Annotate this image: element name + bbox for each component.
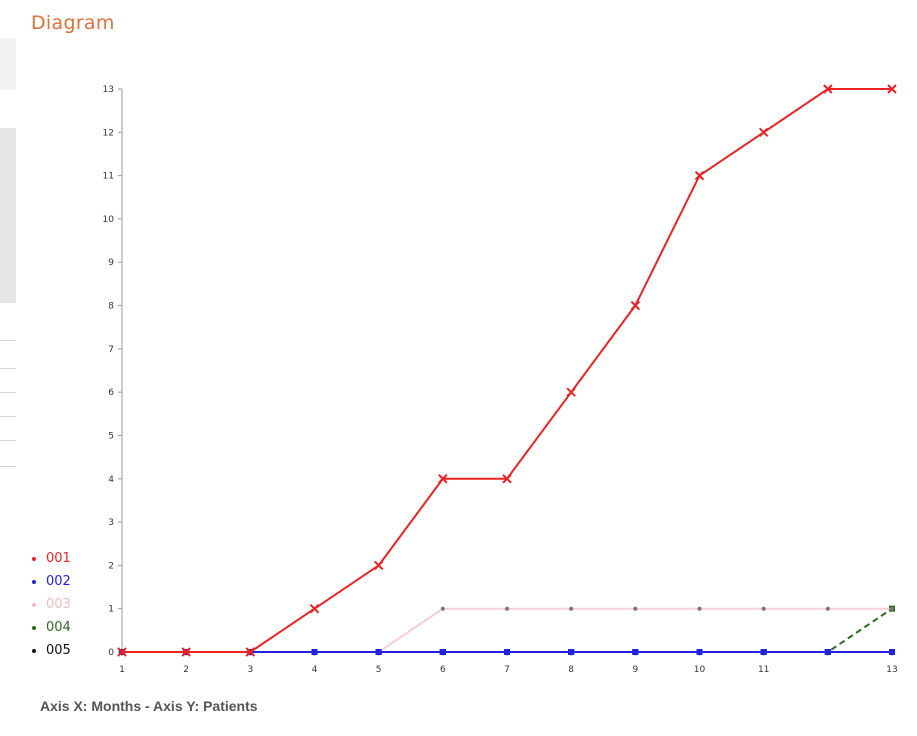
y-tick-label: 6 [108,388,114,398]
background-panel [0,38,16,90]
data-point-marker [824,649,831,655]
legend-item: 002 [30,570,71,593]
legend-label: 005 [46,643,71,658]
x-tick-label: 2 [183,665,189,675]
background-panel [0,128,16,303]
y-tick-label: 3 [108,518,114,528]
x-tick-label: 7 [504,665,510,675]
data-point-marker [696,649,703,655]
data-point-marker [632,649,639,655]
legend-dot-icon [32,579,36,584]
data-point-marker [823,84,833,94]
x-tick-label: 1 [119,665,125,675]
y-tick-label: 4 [108,475,114,485]
page-title: Diagram [31,12,115,34]
x-tick-label: 13 [886,665,897,675]
data-point-marker [694,170,705,181]
series-line-001 [122,88,892,653]
legend-label: 002 [46,574,71,589]
data-point-marker [569,606,574,611]
legend-label: 003 [46,597,71,612]
x-tick-label: 11 [758,665,769,675]
data-point-marker [761,606,766,611]
y-tick-label: 1 [108,605,114,615]
data-point-marker [440,606,445,611]
data-point-marker [505,606,509,611]
legend-item: 001 [30,547,71,570]
data-point-marker [697,606,702,611]
data-point-marker [181,647,191,657]
x-tick-label: 5 [376,665,382,675]
legend-dot-icon [32,602,36,607]
y-tick-label: 10 [103,215,115,225]
x-tick-label: 8 [568,665,574,675]
x-tick-label: 6 [440,665,446,675]
data-point-marker [375,649,382,655]
data-point-marker [502,474,512,484]
data-point-marker [504,649,510,655]
legend-label: 001 [46,551,71,566]
data-point-marker [309,603,320,614]
x-tick-label: 4 [312,665,318,675]
data-point-marker [889,649,895,655]
legend-dot-icon [32,648,36,653]
data-point-marker [887,84,897,94]
y-tick-label: 8 [108,302,114,312]
chart-legend: 001 002 003 004 005 [30,547,71,662]
data-point-marker [373,560,384,571]
legend-item: 004 [30,616,71,639]
data-point-marker [630,300,641,311]
background-divider [0,466,16,467]
data-point-marker [439,649,446,655]
y-tick-label: 13 [103,85,114,95]
background-divider [0,440,16,441]
y-tick-label: 12 [103,128,114,138]
background-divider [0,416,16,417]
data-point-marker [825,606,830,611]
series-line-004 [122,607,893,653]
data-point-marker [758,127,769,138]
legend-item: 005 [30,639,71,662]
legend-label: 004 [46,620,71,635]
x-tick-label: 10 [694,665,706,675]
axis-caption: Axis X: Months - Axis Y: Patients [40,698,258,714]
background-divider [0,368,16,369]
data-point-marker [117,647,127,657]
data-point-marker [633,606,638,611]
background-divider [0,392,16,393]
data-point-marker [438,474,448,484]
legend-dot-icon [32,556,36,561]
data-point-marker [311,649,318,655]
series-line-003 [122,607,892,653]
x-tick-label: 3 [247,665,253,675]
y-tick-label: 2 [108,561,114,571]
legend-dot-icon [32,625,36,630]
y-tick-label: 7 [108,345,114,355]
data-point-marker [568,649,575,655]
y-tick-label: 11 [103,172,114,182]
data-point-marker [760,649,767,655]
data-point-marker [245,647,256,657]
y-tick-label: 0 [108,648,114,658]
x-tick-label: 9 [632,665,638,675]
y-tick-label: 5 [108,431,114,441]
background-divider [0,340,16,341]
data-point-marker [890,606,894,611]
data-point-marker [566,387,576,397]
y-tick-label: 9 [108,258,114,268]
legend-item: 003 [30,593,71,616]
